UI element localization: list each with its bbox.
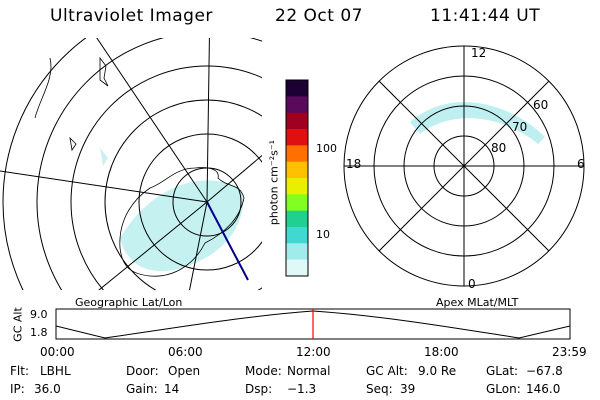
geographic-map[interactable] <box>0 38 262 290</box>
flt-label: Flt: <box>10 364 29 378</box>
glat-value: −67.8 <box>526 364 563 378</box>
instrument-title: Ultraviolet Imager <box>50 6 213 26</box>
geographic-map-label: Geographic Lat/Lon <box>75 296 183 309</box>
seq-label: Seq: <box>366 382 393 396</box>
polar-map-label: Apex MLat/MLT <box>436 296 519 309</box>
altitude-axis-label: GC Alt <box>11 307 25 342</box>
polar-mlat-mlt-map[interactable] <box>340 42 592 292</box>
door-value: Open <box>168 364 201 378</box>
date-label: 22 Oct 07 <box>275 6 363 26</box>
glon-value: 146.0 <box>526 382 561 396</box>
colorbar-band <box>286 243 308 261</box>
polar-aurora-arc <box>410 102 545 144</box>
colorbar-band <box>286 145 308 163</box>
mlt-label-12: 12 <box>471 46 487 60</box>
altitude-timeline-plot[interactable] <box>55 308 575 344</box>
gain-value: 14 <box>164 382 180 396</box>
colorbar-tick-10: 10 <box>316 228 330 241</box>
flt-value: LBHL <box>40 364 71 378</box>
colorbar-band <box>286 227 308 244</box>
gcalt-label: GC Alt: <box>366 364 408 378</box>
gain-label: Gain: <box>126 382 158 396</box>
colorbar-band <box>286 129 308 146</box>
intensity-colorbar <box>285 79 309 277</box>
dsp-value: −1.3 <box>287 382 317 396</box>
mlat-label-80: 80 <box>491 141 507 155</box>
colorbar-band <box>286 210 308 228</box>
altitude-tick-low: 1.8 <box>30 326 48 339</box>
time-tick-0600: 06:00 <box>168 345 203 359</box>
door-label: Door: <box>126 364 159 378</box>
glat-label: GLat: <box>486 364 519 378</box>
colorbar-band <box>286 178 308 195</box>
colorbar-band <box>286 161 308 179</box>
aurora-oval <box>120 180 244 272</box>
mode-value: Normal <box>287 364 331 378</box>
colorbar-band <box>286 80 308 97</box>
colorbar-tick-100: 100 <box>316 142 337 155</box>
glon-label: GLon: <box>486 382 521 396</box>
ip-label: IP: <box>10 382 25 396</box>
time-tick-0000: 00:00 <box>40 345 75 359</box>
colorbar-band <box>286 194 308 212</box>
mlt-label-6: 6 <box>577 157 585 171</box>
colorbar-band <box>286 96 308 114</box>
colorbar-unit-label: photon cm⁻²s⁻¹ <box>267 139 281 226</box>
time-tick-1800: 18:00 <box>424 345 459 359</box>
dsp-label: Dsp: <box>245 382 273 396</box>
mlat-label-70: 70 <box>512 120 528 134</box>
mlat-label-60: 60 <box>533 98 549 112</box>
colorbar-band <box>286 112 308 130</box>
colorbar-band <box>286 259 308 277</box>
gcalt-value: 9.0 Re <box>418 364 457 378</box>
seq-value: 39 <box>400 382 416 396</box>
mode-label: Mode: <box>245 364 282 378</box>
mlt-label-18: 18 <box>346 157 362 171</box>
time-tick-2359: 23:59 <box>552 345 587 359</box>
time-label: 11:41:44 UT <box>430 6 541 26</box>
mlt-label-0: 0 <box>468 277 476 291</box>
time-tick-1200: 12:00 <box>296 345 331 359</box>
altitude-tick-high: 9.0 <box>30 308 48 321</box>
ip-value: 36.0 <box>34 382 61 396</box>
